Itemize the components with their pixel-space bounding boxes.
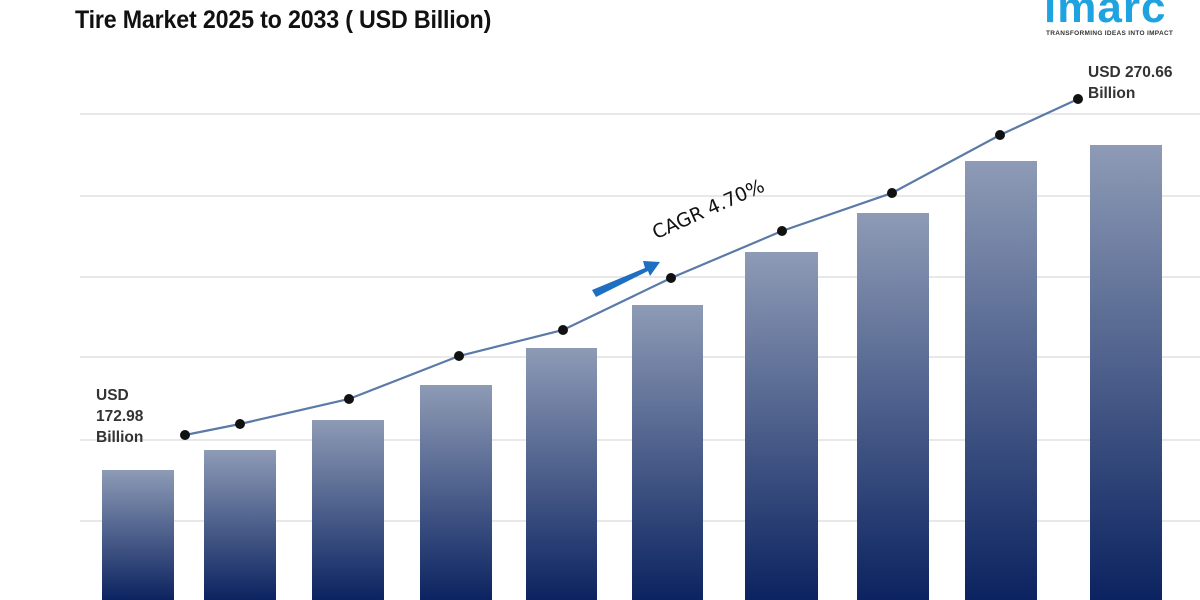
bar [745,252,818,600]
data-point-marker [180,430,190,440]
chart-title: Tire Market 2025 to 2033 ( USD Billion) [75,6,492,34]
imarc-logo: imarc TRANSFORMING IDEAS INTO IMPACT [1040,0,1180,42]
trend-line [180,94,1083,440]
data-point-marker [235,419,245,429]
start-label-line: Billion [96,429,144,446]
end-label-line: Billion [1088,85,1136,102]
data-point-marker [1073,94,1083,104]
end-label-line: USD 270.66 [1088,64,1173,81]
start-label-line: 172.98 [96,408,144,425]
data-point-marker [344,394,354,404]
bar [1090,145,1162,600]
end-value-label: USD 270.66 Billion [1088,62,1172,104]
bar [102,470,174,600]
data-point-marker [454,351,464,361]
data-point-marker [995,130,1005,140]
bars [102,145,1162,600]
bar [857,213,929,600]
cagr-arrow-icon [592,261,660,297]
trend-polyline [184,98,1079,437]
data-point-marker [777,226,787,236]
bar [420,385,492,600]
bar [632,305,703,600]
start-value-label: USD 172.98 Billion [96,385,143,448]
bar [312,420,384,600]
logo-tagline: TRANSFORMING IDEAS INTO IMPACT [1046,30,1174,37]
bar [526,348,597,600]
data-point-marker [887,188,897,198]
bar [204,450,276,600]
logo-wordmark: imarc [1044,0,1167,32]
start-label-line: USD [96,387,129,404]
bar [965,161,1037,600]
data-point-marker [558,325,568,335]
data-point-marker [666,273,676,283]
